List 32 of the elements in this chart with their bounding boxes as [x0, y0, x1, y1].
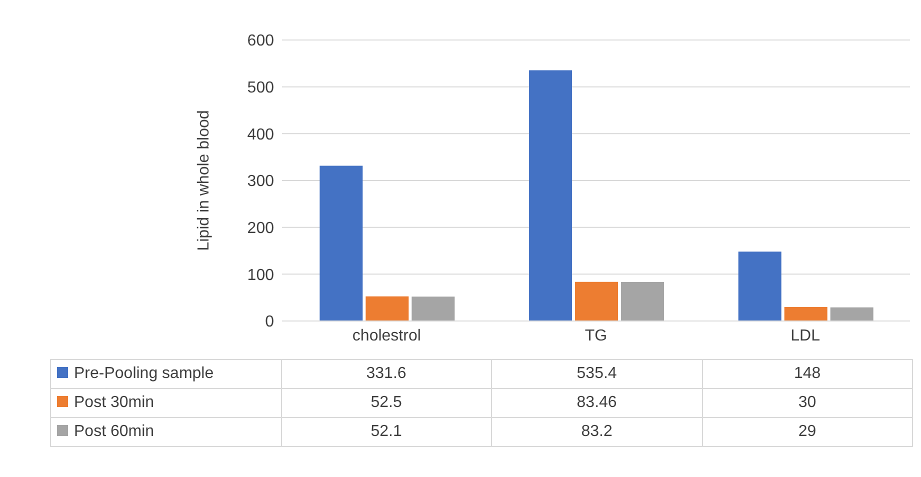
bar: [366, 296, 409, 321]
y-tick-label: 400: [247, 126, 274, 144]
y-tick-label: 600: [247, 32, 274, 50]
bar: [830, 307, 874, 321]
legend-label: Post 60min: [50, 418, 282, 446]
data-label: 83.2: [492, 418, 702, 446]
bar: [621, 282, 664, 321]
y-tick-label: 500: [247, 80, 274, 97]
x-tick-label: cholestrol: [352, 327, 421, 344]
data-label: 29: [702, 418, 912, 446]
bar: [529, 70, 572, 321]
data-label: 30: [702, 388, 912, 418]
data-label: 52.5: [281, 388, 492, 418]
bar: [784, 306, 828, 321]
data-label: 52.1: [281, 418, 492, 446]
y-tick-label: 100: [247, 266, 274, 284]
bar: [412, 296, 455, 321]
x-tick-label: LDL: [790, 327, 820, 344]
x-tick-label: TG: [584, 327, 608, 344]
y-tick-label: 200: [247, 220, 274, 238]
data-label: 148: [702, 360, 912, 388]
y-tick-label: 300: [247, 173, 274, 190]
bar: [320, 166, 363, 321]
bar: [738, 252, 782, 321]
legend-label: Pre-Pooling sample: [50, 360, 282, 388]
y-tick-label: 0: [265, 314, 274, 331]
bar: [575, 282, 618, 321]
data-label: 83.46: [492, 388, 702, 418]
y-axis-title: Lipid in whole blood: [196, 110, 213, 251]
data-label: 535.4: [492, 360, 702, 388]
data-label: 331.6: [281, 360, 492, 388]
legend-label: Post 30min: [50, 388, 282, 418]
